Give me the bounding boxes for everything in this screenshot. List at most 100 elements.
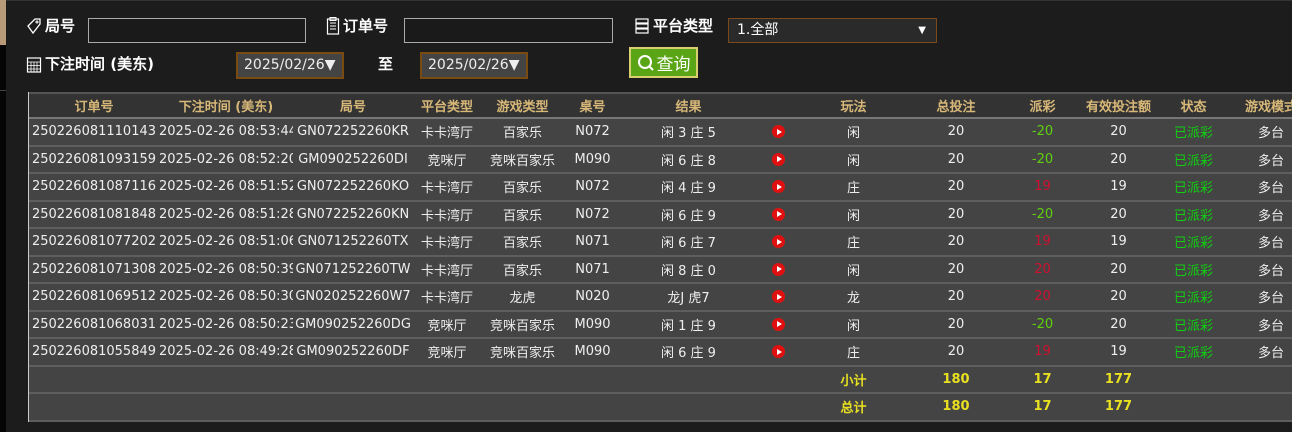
table-cell: 闲 <box>846 208 860 224</box>
filter-panel: 局号 订单号 平台类型 1.全部 ▼ 下注时间 (美东) 2025/02/26▼ … <box>6 0 1292 432</box>
table-cell: 百家乐 <box>502 263 542 279</box>
table-cell: 闲 4 庄 9 <box>661 181 716 197</box>
table-cell: N072 <box>575 124 610 140</box>
table-cell: 多台 <box>1257 181 1284 197</box>
replay-button[interactable] <box>756 207 801 222</box>
table-cell: 小计 <box>840 373 867 389</box>
replay-button[interactable] <box>756 179 801 194</box>
table-row: 250226081081848 2025-02-26 08:51:28 GN0722… <box>29 201 1292 229</box>
subtotal-row: 小计 180 17 177 <box>29 366 1292 394</box>
table-cell: 20 <box>1034 261 1051 277</box>
platform-label: 平台类型 <box>634 15 713 36</box>
table-cell: 卡卡湾厅 <box>420 208 473 224</box>
table-cell <box>564 372 621 387</box>
play-icon <box>772 345 785 359</box>
query-button[interactable]: 查询 <box>629 47 698 78</box>
table-cell: 2025-02-26 08:51:06 <box>159 234 293 250</box>
replay-button[interactable] <box>756 317 801 332</box>
table-cell: 闲 1 庄 9 <box>661 318 716 334</box>
table-cell: 竞咪百家乐 <box>489 346 555 362</box>
table-cell: 多台 <box>1257 291 1284 307</box>
table-cell: 19 <box>1110 344 1127 360</box>
table-cell <box>159 399 293 414</box>
replay-button[interactable] <box>756 152 801 167</box>
replay-button[interactable] <box>756 124 801 139</box>
table-row: 250226081071308 2025-02-26 08:50:39 GN0712… <box>29 256 1292 284</box>
table-cell: GM090252260DI <box>298 151 408 167</box>
date-from-picker[interactable]: 2025/02/26▼ <box>236 52 344 79</box>
table-cell: 已派彩 <box>1173 318 1213 334</box>
table-cell: 已派彩 <box>1173 208 1213 224</box>
clipboard-icon <box>326 16 340 35</box>
platform-select[interactable]: 1.全部 ▼ <box>728 18 937 43</box>
table-cell: GM090252260DG <box>295 316 411 332</box>
replay-button[interactable] <box>756 344 801 359</box>
table-cell: 19 <box>1034 234 1051 250</box>
orders-table: 订单号 下注时间 (美东) 局号 平台类型 游戏类型 桌号 结果 玩法 总投注 派彩 有效投注额 状态… <box>28 92 1292 422</box>
table-cell: 已派彩 <box>1173 153 1213 169</box>
table-cell: 250226081068031 <box>31 316 157 332</box>
table-cell: 20 <box>947 261 965 277</box>
round-input[interactable] <box>88 18 306 43</box>
table-cell: 2025-02-26 08:50:30 <box>159 289 293 305</box>
column-header: 桌号 <box>579 100 606 115</box>
search-icon <box>637 54 654 71</box>
table-cell <box>481 372 564 387</box>
table-cell: 闲 6 庄 8 <box>661 153 716 169</box>
table-cell: 17 <box>1033 399 1052 415</box>
play-icon <box>772 262 785 276</box>
replay-button[interactable] <box>756 262 801 277</box>
table-cell: 20 <box>1110 151 1127 167</box>
table-cell: 庄 <box>846 346 860 362</box>
table-cell: GN071252260TX <box>297 234 409 250</box>
table-cell: 250226081055849 <box>31 344 157 360</box>
table-cell <box>756 399 801 414</box>
table-cell: 250226081069512 <box>31 289 157 305</box>
table-cell: 百家乐 <box>502 181 542 197</box>
table-cell: 百家乐 <box>502 208 542 224</box>
column-header: 总投注 <box>936 100 976 115</box>
table-cell <box>1229 372 1292 387</box>
table-cell: 多台 <box>1257 126 1284 142</box>
table-row: 250226081110143 2025-02-26 08:53:44 GN0722… <box>29 119 1292 147</box>
table-cell: 已派彩 <box>1173 181 1213 197</box>
column-header: 游戏类型 <box>496 100 549 115</box>
table-cell: 20 <box>1034 289 1051 305</box>
table-cell: 20 <box>947 179 965 195</box>
table-cell: 闲 <box>846 126 860 142</box>
table-cell <box>621 399 756 414</box>
play-icon <box>772 207 785 221</box>
table-cell: 2025-02-26 08:51:28 <box>159 206 293 222</box>
time-label: 下注时间 (美东) <box>26 53 154 74</box>
table-cell: GM090252260DF <box>296 344 410 360</box>
table-cell <box>756 372 801 387</box>
table-cell <box>481 399 564 414</box>
replay-button[interactable] <box>756 289 801 304</box>
column-header: 下注时间 (美东) <box>178 100 274 115</box>
table-cell: N020 <box>575 289 610 305</box>
column-header: 状态 <box>1180 100 1207 115</box>
left-edge <box>0 0 6 432</box>
table-cell: 闲 <box>846 153 860 169</box>
table-cell: -20 <box>1031 124 1054 140</box>
table-cell: 多台 <box>1257 318 1284 334</box>
table-row: 250226081055849 2025-02-26 08:49:28 GM0902… <box>29 339 1292 367</box>
table-cell <box>564 399 621 414</box>
table-cell: 已派彩 <box>1173 291 1213 307</box>
table-cell: 250226081087116 <box>31 179 157 195</box>
table-cell: GN071252260TW <box>295 261 411 277</box>
table-cell: GN072252260KO <box>296 179 410 195</box>
table-cell <box>413 399 481 414</box>
date-to-picker[interactable]: 2025/02/26▼ <box>420 52 528 79</box>
order-input[interactable] <box>404 18 613 43</box>
table-cell: 竞咪百家乐 <box>489 318 555 334</box>
table-cell: 17 <box>1033 371 1052 387</box>
table-cell: 龙J 虎7 <box>667 291 710 307</box>
table-cell: 250226081077202 <box>31 234 157 250</box>
table-cell: 卡卡湾厅 <box>420 181 473 197</box>
table-cell: 19 <box>1110 179 1127 195</box>
table-cell: 庄 <box>846 181 860 197</box>
replay-button[interactable] <box>756 234 801 249</box>
table-cell: 250226081093159 <box>31 151 157 167</box>
column-header: 玩法 <box>840 100 867 115</box>
